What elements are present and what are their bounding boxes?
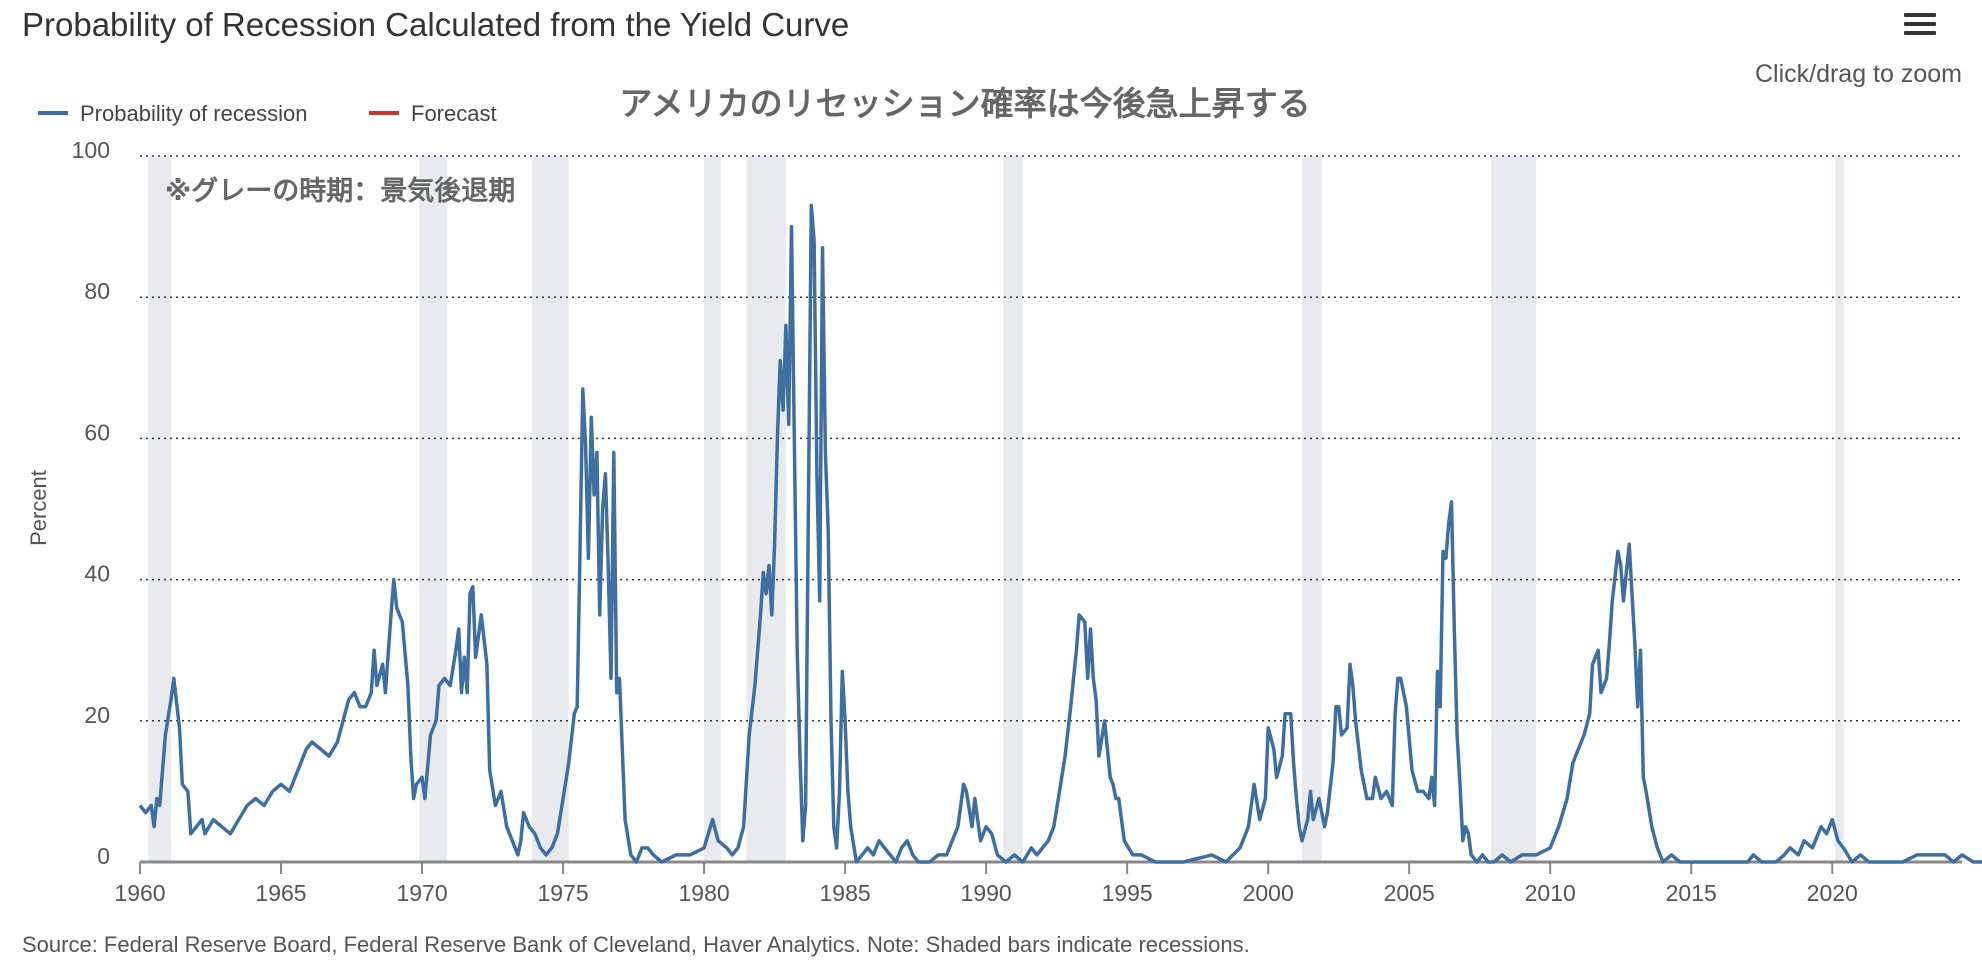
x-tick-label: 2010 — [1525, 880, 1576, 906]
y-tick-label: 40 — [84, 561, 110, 587]
series-lines — [138, 203, 1982, 864]
recession-annotation: ※グレーの時期：景気後退期 — [165, 175, 515, 207]
x-tick-label: 2000 — [1243, 880, 1294, 906]
y-tick-label: 100 — [72, 137, 110, 163]
x-tick-label: 1970 — [396, 880, 447, 906]
recession-band — [1490, 156, 1537, 862]
recession-band — [148, 156, 172, 862]
hamburger-menu-icon[interactable] — [1902, 8, 1938, 40]
x-tick-label: 1960 — [114, 880, 165, 906]
y-tick-label: 60 — [84, 419, 110, 445]
chart-svg[interactable]: 0 20 40 60 80 100 1960 1965 1970 1975 1980 1985 1990… — [0, 0, 1982, 920]
chart-title: Probability of Recession Calculated from… — [22, 6, 850, 43]
y-tick-label: 0 — [97, 843, 110, 869]
x-tick-label: 2005 — [1384, 880, 1435, 906]
x-tick-label: 2020 — [1807, 880, 1858, 906]
x-tick-label: 1965 — [255, 880, 306, 906]
chart-labels: 0 20 40 60 80 100 1960 1965 1970 1975 1980 1985 1990… — [26, 84, 1858, 906]
legend-label-probability: Probability of recession — [80, 101, 307, 126]
axes — [139, 860, 1962, 874]
x-tick-label: 1975 — [537, 880, 588, 906]
x-tick-label: 1990 — [961, 880, 1012, 906]
recession-shading — [148, 156, 1844, 862]
x-tick-label: 1980 — [679, 880, 730, 906]
recession-probability-line — [138, 203, 1982, 864]
y-tick-label: 80 — [84, 278, 110, 304]
menu-bar — [1904, 31, 1936, 35]
grid-lines — [140, 155, 1962, 722]
source-note: Source: Federal Reserve Board, Federal R… — [22, 932, 1250, 957]
chart-headline: アメリカのリセッション確率は今後急上昇する — [619, 84, 1310, 123]
x-tick-label: 1995 — [1102, 880, 1153, 906]
x-tick-label: 1985 — [820, 880, 871, 906]
y-tick-label: 20 — [84, 702, 110, 728]
recession-band — [1003, 156, 1023, 862]
legend-label-forecast: Forecast — [411, 101, 497, 126]
recession-band — [1835, 156, 1844, 862]
recession-band — [1302, 156, 1322, 862]
x-tick-label: 2015 — [1666, 880, 1717, 906]
recession-band — [532, 156, 569, 862]
menu-bar — [1904, 22, 1936, 26]
y-axis-label: Percent — [26, 470, 51, 546]
recession-band — [746, 156, 786, 862]
zoom-hint: Click/drag to zoom — [1754, 60, 1962, 88]
menu-bar — [1904, 13, 1936, 17]
recession-band — [704, 156, 722, 862]
recession-band — [419, 156, 448, 862]
